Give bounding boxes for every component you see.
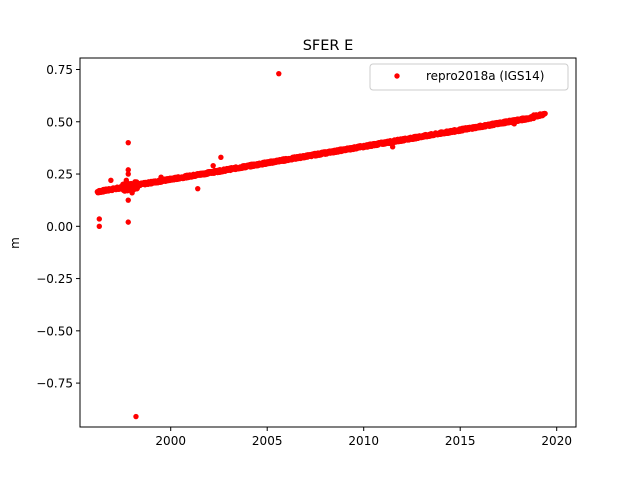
- outlier-point: [389, 144, 396, 150]
- outlier-point: [96, 223, 103, 229]
- data-point: [542, 110, 548, 117]
- y-tick-label: −0.50: [36, 324, 73, 338]
- y-axis-label: m: [8, 237, 22, 249]
- legend-marker: [394, 73, 400, 79]
- outlier-point: [125, 219, 131, 225]
- outlier-point: [123, 177, 130, 183]
- plot-frame: [79, 57, 577, 428]
- legend: repro2018a (IGS14): [369, 63, 569, 91]
- outlier-point: [519, 118, 525, 124]
- outlier-point: [276, 70, 282, 77]
- y-tick-label: 0.25: [46, 168, 73, 182]
- outlier-point: [218, 154, 224, 161]
- x-tick-label: 2010: [348, 434, 379, 448]
- x-tick-label: 2015: [445, 434, 476, 448]
- y-axis-ticks: −0.75 −0.50 −0.25 0.00 0.25 0.50 0.75: [36, 63, 80, 391]
- outlier-point: [108, 177, 114, 183]
- outlier-point: [511, 121, 517, 127]
- y-tick-label: 0.00: [46, 220, 73, 234]
- y-tick-label: 0.75: [46, 63, 73, 77]
- y-tick-label: 0.50: [46, 115, 73, 129]
- outlier-point: [125, 167, 131, 173]
- data-points: [94, 70, 548, 420]
- outlier-point: [210, 162, 216, 169]
- x-tick-label: 2005: [252, 434, 283, 448]
- y-tick-label: −0.25: [36, 272, 73, 286]
- outlier-point: [125, 197, 131, 203]
- outlier-point: [125, 139, 131, 146]
- outlier-point: [195, 185, 201, 192]
- legend-box: [369, 63, 569, 91]
- outlier-point: [158, 174, 164, 180]
- legend-label: repro2018a (IGS14): [426, 69, 544, 83]
- chart-title: SFER E: [303, 38, 354, 54]
- x-tick-label: 2000: [155, 434, 186, 448]
- outlier-point: [133, 413, 139, 420]
- y-tick-label: −0.75: [36, 377, 73, 391]
- outlier-point: [129, 190, 135, 196]
- outlier-point: [125, 171, 131, 177]
- outlier-point: [96, 216, 103, 222]
- x-axis-ticks: 2000 2005 2010 2015 2020: [155, 427, 572, 448]
- x-tick-label: 2020: [541, 434, 572, 448]
